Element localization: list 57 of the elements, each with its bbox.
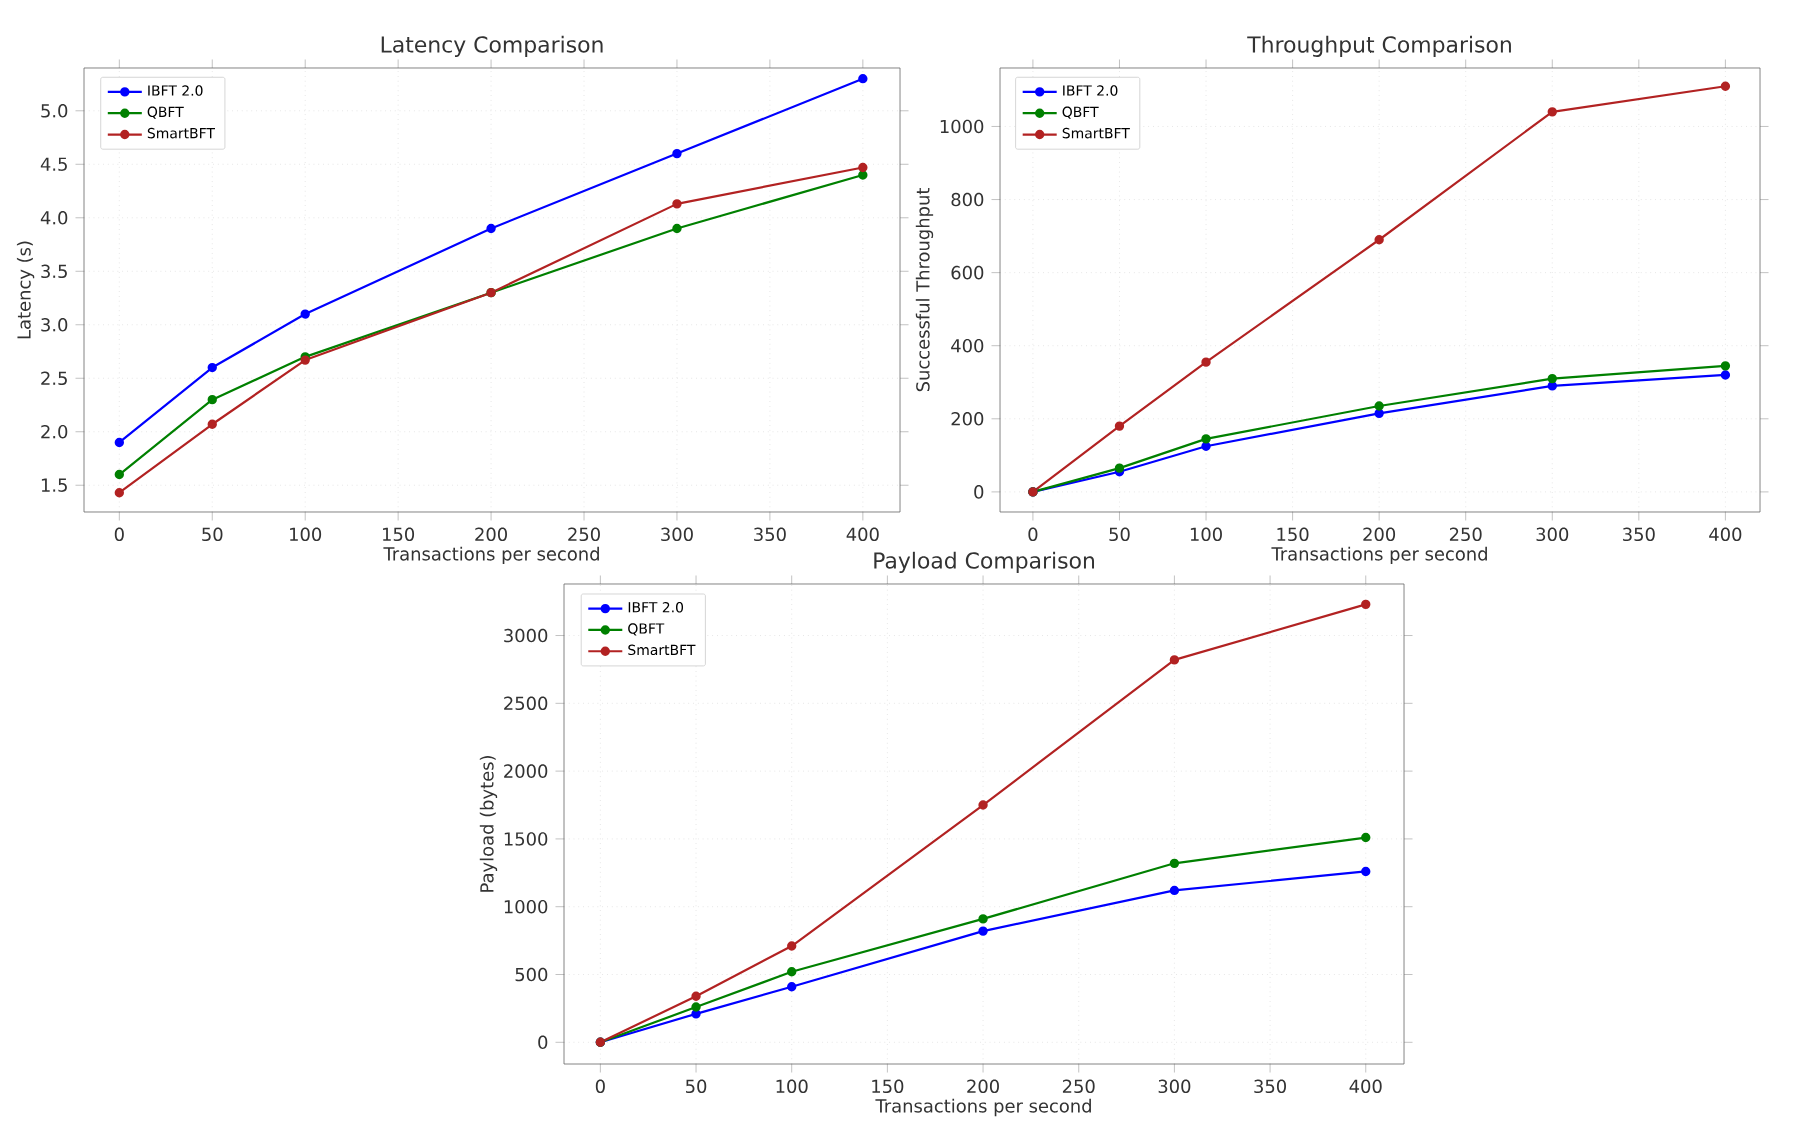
x-tick-label: 400: [1349, 1079, 1382, 1094]
x-tick-label: 250: [568, 527, 600, 542]
x-tick-label: 0: [595, 1079, 605, 1094]
y-axis-title: Payload (bytes): [479, 756, 498, 892]
x-tick-label: 350: [754, 527, 786, 542]
x-tick-label: 50: [1109, 527, 1130, 542]
y-tick-label: 4.5: [40, 157, 67, 171]
y-tick-label: 800: [951, 192, 984, 207]
y-tick-label: 3.0: [41, 317, 68, 332]
y-axis-title: Successful Throughput: [915, 188, 934, 392]
x-tick-label: 150: [1277, 527, 1309, 542]
x-tick-label: 350: [1254, 1079, 1286, 1094]
x-tick-label: 400: [846, 527, 879, 542]
x-tick-label: 0: [1028, 527, 1038, 542]
x-tick-label: 250: [1449, 527, 1482, 542]
x-axis-title: Transactions per second: [383, 546, 599, 565]
x-tick-label: 150: [872, 1079, 904, 1094]
y-tick-label: 1.5: [41, 478, 67, 492]
x-tick-label: 400: [1709, 527, 1742, 542]
x-axis-title: Transactions per second: [875, 1098, 1091, 1117]
x-tick-label: 300: [1158, 1079, 1191, 1094]
x-tick-label: 300: [661, 527, 693, 542]
y-tick-label: 400: [951, 338, 984, 353]
x-tick-label: 300: [1536, 527, 1569, 542]
chart-title: Payload Comparison: [874, 551, 1095, 573]
y-tick-label: 1500: [504, 832, 548, 846]
chart-title: Latency Comparison: [381, 35, 603, 57]
y-tick-label: 3.5: [41, 264, 67, 279]
y-tick-label: 200: [951, 412, 984, 426]
x-tick-label: 50: [202, 527, 223, 542]
y-tick-label: 600: [951, 265, 984, 280]
y-tick-label: 2500: [504, 696, 548, 711]
x-tick-label: 100: [1190, 527, 1222, 542]
y-tick-label: 500: [515, 967, 548, 982]
chart-title: Throughput Comparison: [1247, 35, 1511, 57]
x-tick-label: 0: [114, 527, 124, 542]
x-tick-label: 150: [382, 527, 415, 542]
y-tick-label: 0: [974, 485, 984, 499]
x-tick-label: 50: [686, 1079, 707, 1094]
x-tick-label: 100: [290, 527, 322, 542]
y-tick-label: 2000: [504, 764, 548, 778]
y-tick-label: 2.5: [41, 371, 67, 386]
x-tick-label: 100: [776, 1079, 808, 1094]
x-tick-label: 200: [475, 527, 507, 542]
y-tick-label: 5.0: [41, 104, 68, 118]
y-tick-label: 4.0: [40, 210, 68, 225]
y-tick-label: 0: [538, 1035, 548, 1050]
y-axis-title: Latency (s): [16, 241, 35, 339]
x-tick-label: 200: [1363, 527, 1396, 542]
y-tick-label: 2.0: [41, 424, 68, 439]
y-tick-label: 1000: [504, 899, 548, 914]
y-tick-label: 3000: [504, 628, 548, 643]
x-tick-label: 350: [1623, 527, 1655, 542]
x-tick-label: 250: [1062, 1079, 1095, 1094]
x-axis-title: Transactions per second: [1271, 546, 1487, 565]
x-tick-label: 200: [967, 1079, 999, 1094]
y-tick-label: 1000: [940, 119, 984, 134]
